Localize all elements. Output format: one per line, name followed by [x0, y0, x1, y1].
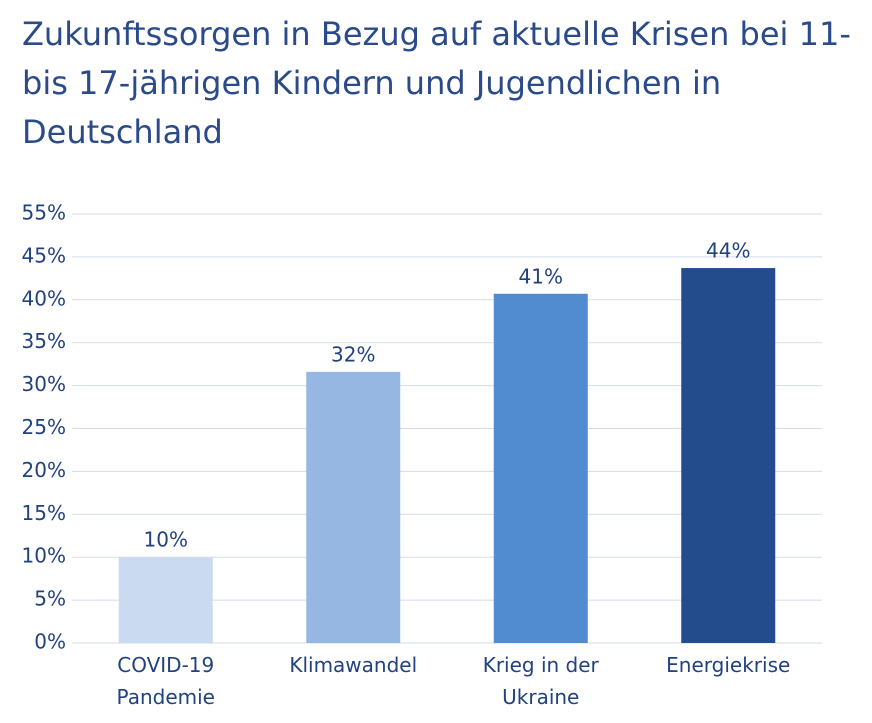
y-tick-label: 35% [22, 329, 66, 353]
y-tick-label: 25% [22, 415, 66, 439]
y-tick-label: 20% [22, 458, 66, 482]
bar [118, 557, 213, 643]
x-tick-label: Krieg in der Ukraine [482, 653, 599, 709]
value-label: 10% [144, 528, 188, 552]
y-tick-label: 5% [34, 587, 66, 611]
y-tick-label: 55% [22, 201, 66, 225]
value-label: 44% [706, 239, 750, 263]
bar [493, 293, 588, 643]
x-tick-label: Klimawandel [289, 653, 418, 677]
x-tick-label: Energiekrise [666, 653, 791, 677]
y-tick-label: 40% [22, 286, 66, 310]
y-tick-label: 15% [22, 501, 66, 525]
x-tick-label: COVID-19 Pandemie [116, 653, 215, 709]
y-tick-label: 10% [22, 544, 66, 568]
y-tick-label: 30% [22, 372, 66, 396]
value-label: 32% [331, 342, 375, 366]
y-tick-label: 45% [22, 243, 66, 267]
value-label: 41% [519, 264, 563, 288]
bar [306, 371, 401, 643]
y-tick-label: 0% [34, 630, 66, 654]
chart-title: Zukunftssorgen in Bezug auf aktuelle Kri… [22, 15, 851, 151]
bar [681, 268, 776, 643]
